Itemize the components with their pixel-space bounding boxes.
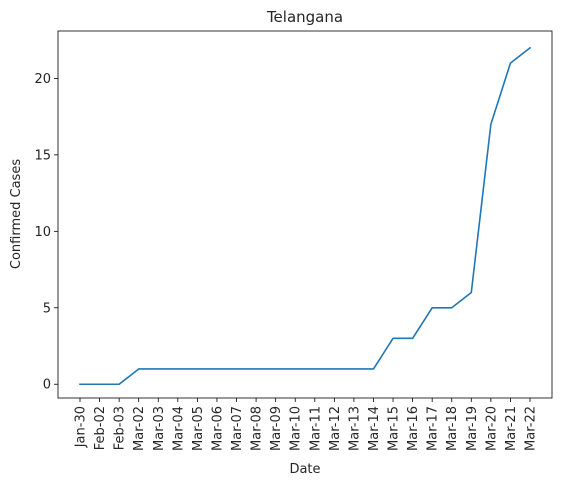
x-tick-label: Mar-16: [406, 406, 421, 451]
y-tick-label: 0: [43, 378, 51, 393]
y-axis-label: Confirmed Cases: [9, 159, 24, 269]
x-tick-label: Mar-12: [328, 406, 343, 451]
x-tick-label: Feb-03: [113, 406, 128, 450]
plot-area: 0 5 10 15 20 Jan-30 Feb-02 Feb-03 Mar-02 Mar-03 Ma…: [34, 30, 553, 451]
x-tick-label: Mar-19: [465, 406, 480, 451]
x-tick-label: Mar-08: [250, 406, 265, 451]
x-tick-label: Mar-11: [308, 406, 323, 451]
x-tick-label: Mar-22: [524, 406, 539, 451]
y-tick-label: 20: [34, 72, 51, 87]
x-tick-label: Mar-10: [289, 406, 304, 451]
x-axis-label: Date: [289, 462, 320, 477]
x-tick-label: Mar-02: [132, 406, 147, 451]
x-tick-label: Mar-17: [426, 406, 441, 451]
series-line: [79, 46, 532, 386]
y-tick-label: 15: [34, 148, 51, 163]
x-tick-label: Mar-21: [504, 406, 519, 451]
x-tick-label: Mar-06: [210, 406, 225, 451]
x-tick-label: Mar-20: [484, 406, 499, 451]
x-tick-label: Jan-30: [74, 406, 89, 448]
y-tick-label: 10: [34, 225, 51, 240]
x-tick-label: Mar-07: [230, 406, 245, 451]
x-tick-label: Mar-14: [367, 406, 382, 451]
plot-frame: [57, 30, 553, 399]
x-tick-label: Mar-13: [347, 406, 362, 451]
x-tick-label: Mar-18: [445, 406, 460, 451]
x-tick-label: Mar-04: [171, 406, 186, 451]
x-tick-label: Mar-15: [387, 406, 402, 451]
x-tick-label: Feb-02: [93, 406, 108, 450]
chart-title: Telangana: [266, 8, 343, 26]
y-tick-label: 5: [43, 301, 51, 316]
x-tick-label: Mar-03: [152, 406, 167, 451]
x-tick-label: Mar-05: [191, 406, 206, 451]
x-tick-label: Mar-09: [269, 406, 284, 451]
